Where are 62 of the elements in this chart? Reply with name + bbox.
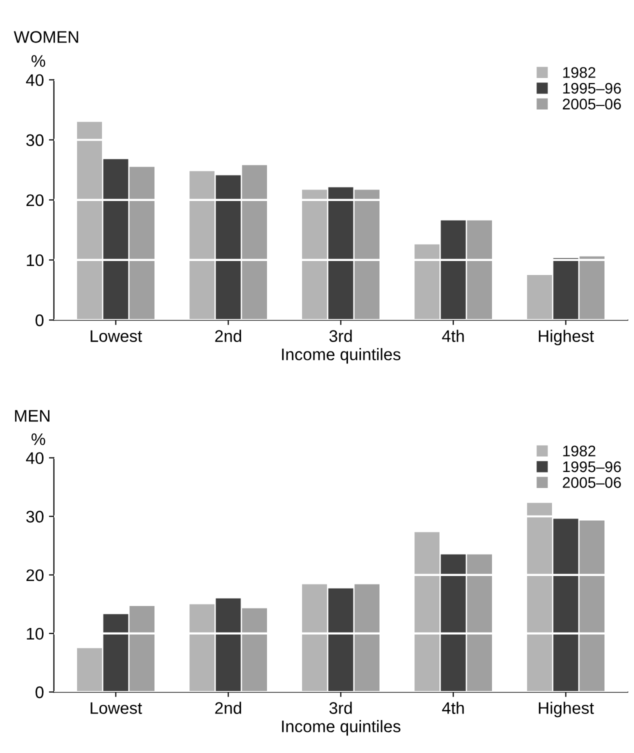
bar [216,175,241,320]
bar [328,187,354,320]
bar [190,171,214,320]
bar [130,606,154,692]
y-tick-label: 0 [36,314,44,326]
bar [527,502,552,692]
bar [242,608,267,692]
bar [414,532,440,692]
bar [216,598,241,692]
bar [580,520,605,692]
y-tick-label: 10 [26,254,44,266]
bar [580,256,605,320]
legend-label: 1995–96 [563,82,621,94]
bar [242,165,267,320]
chart-title: MEN [15,410,50,422]
x-tick-label: Highest [538,330,594,346]
bar [440,220,466,320]
bar [77,122,102,320]
x-tick-label: 2nd [215,702,242,714]
bar [467,554,492,692]
x-tick-label: Lowest [90,330,142,342]
bar [190,604,214,692]
x-axis-title: Income quintiles [282,720,400,736]
x-tick-label: 4th [442,702,464,714]
bar [77,648,102,692]
bar [130,166,154,320]
legend-label: 1995–96 [563,461,621,472]
bar [103,614,128,692]
legend-label: 2005–06 [562,98,621,110]
x-tick-label: 2nd [215,330,242,342]
bar [328,588,354,692]
legend-label: 1982 [563,67,596,78]
y-axis-title: % [32,55,46,67]
x-tick-label: 3rd [329,702,352,714]
y-tick-label: 40 [26,452,44,464]
bar [354,190,380,320]
bar [302,190,327,320]
bar [103,159,128,320]
y-tick-label: 40 [26,74,44,86]
y-tick-label: 0 [36,686,44,698]
y-tick-label: 30 [26,134,44,146]
bar [354,584,380,692]
y-tick-label: 30 [26,510,44,523]
x-tick-label: 3rd [329,330,352,342]
y-axis-title: % [32,433,46,446]
bar [467,220,492,320]
bar [414,244,440,320]
x-tick-label: Highest [538,702,594,718]
bar [302,584,327,692]
y-tick-label: 20 [26,194,44,206]
legend-label: 2005–06 [562,477,621,488]
x-axis-title: Income quintiles [282,348,400,364]
bar [553,258,578,320]
y-tick-label: 20 [26,569,44,582]
bar [553,518,578,692]
y-tick-label: 10 [26,628,44,640]
bar [440,554,466,692]
bar [527,274,552,320]
legend-label: 1982 [563,446,596,456]
x-tick-label: Lowest [90,702,142,714]
chart-title: WOMEN [14,31,78,43]
x-tick-label: 4th [442,330,464,342]
